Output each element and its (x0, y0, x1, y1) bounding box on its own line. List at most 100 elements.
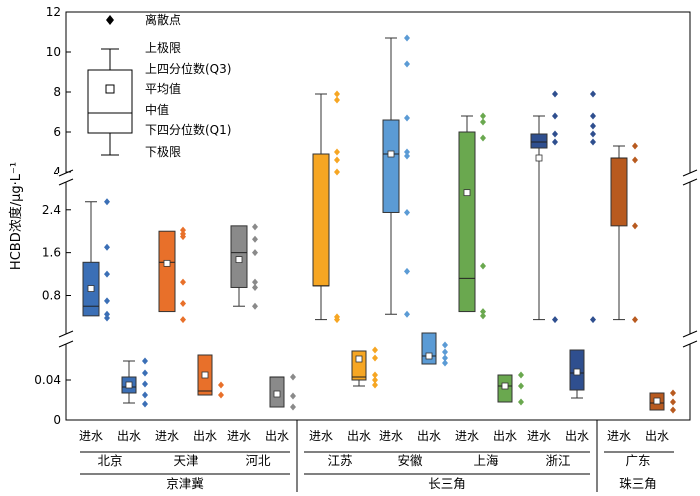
outlier-point (670, 389, 676, 397)
outlier-point (442, 354, 448, 362)
mean-marker (535, 154, 543, 162)
y-tick-label: 0 (53, 413, 61, 427)
outlier-point (290, 403, 296, 411)
x-type-label: 进水 (227, 429, 251, 443)
axis-break-mark (58, 178, 74, 186)
outlier-point (290, 392, 296, 400)
outlier-point (142, 357, 148, 365)
x-type-label: 进水 (455, 429, 479, 443)
outlier-point (442, 348, 448, 356)
box (610, 157, 628, 227)
x-type-label: 出水 (493, 429, 517, 443)
axis-break-gap (58, 334, 74, 344)
outlier-point (218, 381, 224, 389)
box (530, 133, 548, 149)
y-tick-label: 12 (46, 5, 61, 19)
axis-break-mark (58, 169, 74, 177)
x-region-label: 珠三角 (619, 476, 657, 491)
legend-label: 离散点 (145, 12, 181, 27)
outlier-point (334, 96, 340, 104)
mean-marker (201, 371, 209, 379)
x-city-label: 江苏 (327, 453, 352, 468)
x-city-label: 天津 (173, 453, 198, 468)
legend-outlier-symbol (106, 15, 114, 25)
outlier-point (180, 226, 186, 234)
y-tick-label: 8 (53, 85, 61, 99)
legend-label: 上极限 (145, 41, 181, 55)
outlier-point (480, 312, 486, 320)
outlier-point (252, 283, 258, 291)
axis-break-gap (682, 173, 698, 182)
outlier-point (670, 398, 676, 406)
outlier-point (518, 382, 524, 390)
outlier-point (480, 262, 486, 270)
outlier-point (252, 223, 258, 231)
outlier-point (404, 267, 410, 275)
outlier-point (590, 316, 596, 324)
x-city-label: 河北 (245, 453, 271, 468)
outlier-point (404, 148, 410, 156)
x-type-label: 进水 (379, 429, 403, 443)
outlier-point (590, 122, 596, 130)
outlier-point (104, 198, 110, 206)
x-city-label: 上海 (473, 453, 499, 468)
outlier-point (552, 130, 558, 138)
x-type-label: 进水 (309, 429, 333, 443)
outlier-point (480, 134, 486, 142)
legend-label: 上四分位数(Q3) (145, 61, 231, 76)
mean-marker (501, 382, 509, 390)
legend-label: 中值 (145, 102, 169, 117)
x-type-label: 出水 (117, 429, 141, 443)
outlier-point (590, 138, 596, 146)
x-type-label: 进水 (155, 429, 179, 443)
outlier-point (480, 112, 486, 120)
mean-marker (163, 259, 171, 267)
legend-label: 下四分位数(Q1) (145, 122, 231, 137)
outlier-point (180, 316, 186, 324)
y-tick-label: 6 (53, 125, 61, 139)
outlier-point (552, 316, 558, 324)
outlier-point (442, 341, 448, 349)
outlier-point (372, 376, 378, 384)
mean-marker (387, 150, 395, 158)
x-type-label: 进水 (79, 429, 103, 443)
outlier-point (590, 112, 596, 120)
x-type-label: 进水 (607, 429, 631, 443)
x-type-label: 出水 (645, 429, 669, 443)
outlier-point (104, 314, 110, 322)
mean-marker (235, 256, 243, 264)
outlier-point (142, 369, 148, 377)
outlier-point (334, 168, 340, 176)
outlier-point (252, 278, 258, 286)
axis-break-mark (58, 330, 74, 338)
outlier-point (180, 233, 186, 241)
outlier-point (180, 300, 186, 308)
outlier-point (252, 249, 258, 257)
outlier-point (404, 60, 410, 68)
axis-break-mark (58, 340, 74, 348)
legend-label: 平均值 (145, 81, 181, 96)
axis-break-gap (682, 334, 698, 344)
outlier-point (334, 148, 340, 156)
x-type-label: 出水 (193, 429, 217, 443)
y-axis-label: HCBD浓度/μg·L⁻¹ (8, 162, 24, 270)
outlier-point (404, 208, 410, 216)
axis-break-mark (682, 330, 698, 338)
legend-label: 下极限 (145, 145, 181, 159)
x-type-label: 出水 (265, 429, 289, 443)
outlier-point (590, 130, 596, 138)
axis-break-mark (682, 169, 698, 177)
axis-break-mark (682, 178, 698, 186)
y-tick-label: 4 (53, 165, 61, 179)
x-city-label: 广东 (625, 453, 650, 468)
y-tick-label: 0.04 (34, 373, 61, 387)
outlier-point (142, 380, 148, 388)
mean-marker (273, 390, 281, 398)
axis-break-gap (58, 173, 74, 182)
outlier-point (442, 359, 448, 367)
x-region-label: 京津冀 (166, 476, 204, 491)
outlier-point (104, 270, 110, 278)
box (458, 131, 476, 313)
outlier-point (404, 34, 410, 42)
